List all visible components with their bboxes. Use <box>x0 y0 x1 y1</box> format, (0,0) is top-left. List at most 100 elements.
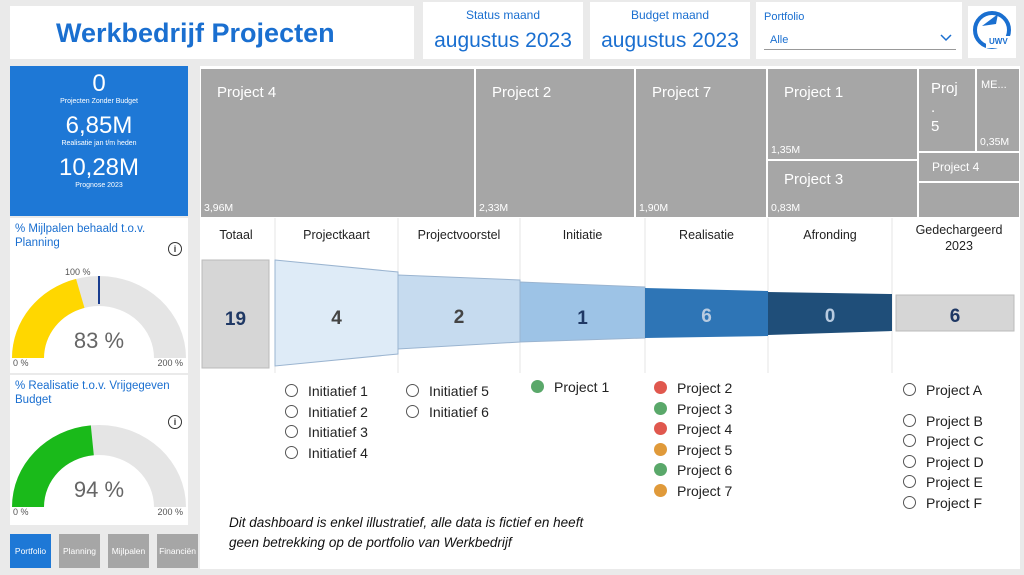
status-dot-icon <box>654 463 667 476</box>
list-item-label: Project 7 <box>677 483 733 499</box>
radio-circle-icon <box>903 475 916 488</box>
list-item[interactable]: Project D <box>903 454 984 470</box>
treemap-tile[interactable]: Project 1 1,35M <box>767 68 918 160</box>
list-item-label: Project B <box>926 413 983 429</box>
radio-circle-icon <box>285 405 298 418</box>
list-item[interactable]: Project 7 <box>654 483 732 499</box>
status-dot-icon <box>654 381 667 394</box>
list-item[interactable]: Project 2 <box>654 380 732 396</box>
treemap-tile[interactable]: Project 4 3,96M <box>200 68 475 218</box>
logo-text: UWV <box>989 37 1008 46</box>
list-item[interactable]: Project F <box>903 495 982 511</box>
list-item-label: Project 5 <box>677 442 733 458</box>
list-item-label: Initiatief 2 <box>308 404 368 420</box>
budget-month-label: Budget maand <box>630 8 710 22</box>
portfolio-dropdown[interactable]: Alle <box>764 30 956 50</box>
funnel-projectkaart-segment[interactable] <box>274 259 399 367</box>
treemap-tile-name: Project 4 <box>217 84 277 101</box>
portfolio-label: Portfolio <box>764 11 805 23</box>
treemap-tile[interactable]: Project 7 1,90M <box>635 68 767 218</box>
budget-month-card: Budget maand augustus 2023 <box>590 2 750 59</box>
list-item[interactable]: Project A <box>903 382 982 398</box>
list-item[interactable]: Project 3 <box>654 401 732 417</box>
treemap-tile[interactable]: Project 4 <box>918 152 1020 182</box>
list-item[interactable]: Initiatief 3 <box>285 424 368 440</box>
funnel-gedechargeerd-bar[interactable] <box>895 294 1015 332</box>
list-item-label: Project C <box>926 433 984 449</box>
list-item[interactable]: Project E <box>903 474 983 490</box>
list-item-label: Project 3 <box>677 401 733 417</box>
treemap-tile-value: 0,83M <box>771 202 801 214</box>
info-icon[interactable]: i <box>168 415 182 429</box>
nav-portfolio-button[interactable]: Portfolio <box>10 534 51 568</box>
treemap-tile-name: ME... <box>981 79 1007 91</box>
gauge-realisatie-card: % Realisatie t.o.v. Vrijgegeven Budget i… <box>10 375 188 525</box>
funnel-count-projectkaart: 4 <box>331 308 342 329</box>
list-item[interactable]: Project 5 <box>654 442 732 458</box>
gauge-realisatie-title: % Realisatie t.o.v. Vrijgegeven Budget <box>15 380 170 406</box>
status-dot-icon <box>654 402 667 415</box>
kpi-no-budget-value: 0 <box>92 70 106 97</box>
radio-circle-icon <box>903 496 916 509</box>
budget-month-value: augustus 2023 <box>601 29 739 52</box>
gauge-realisatie-value: 94 % <box>73 477 125 502</box>
stage-label-gedechargeerd: Gedechargeerd 2023 <box>915 223 1003 253</box>
treemap-tile[interactable]: Proj . 5 <box>918 68 976 152</box>
list-item[interactable]: Project 4 <box>654 421 732 437</box>
portfolio-selected-value: Alle <box>770 34 789 46</box>
kpi-realisatie-value: 6,85M <box>65 112 133 139</box>
treemap-tile[interactable]: Project 2 2,33M <box>475 68 635 218</box>
stage-label-projectvoorstel: Projectvoorstel <box>417 228 501 242</box>
dashboard-title: Werkbedrijf Projecten <box>56 18 335 48</box>
disclaimer-text: Dit dashboard is enkel illustratief, all… <box>229 513 583 553</box>
list-item-label: Initiatief 3 <box>308 424 368 440</box>
list-item-label: Project 1 <box>554 379 610 395</box>
treemap-tile-value: 2,33M <box>479 202 509 214</box>
radio-circle-icon <box>903 455 916 468</box>
radio-circle-icon <box>285 425 298 438</box>
list-item-label: Project A <box>926 382 983 398</box>
treemap-tile[interactable]: ME... 0,35M <box>976 68 1020 152</box>
funnel-afronding-segment[interactable] <box>768 292 892 335</box>
gauge-target-label: 100 % <box>65 267 91 277</box>
gauge-mijlpalen-value: 83 % <box>73 328 125 353</box>
funnel-totaal-bar[interactable] <box>201 259 270 369</box>
nav-financien-button[interactable]: Financiën <box>157 534 198 568</box>
treemap-tile-value: 1,35M <box>771 144 801 156</box>
funnel-realisatie-segment[interactable] <box>645 288 768 338</box>
disclaimer-line: Dit dashboard is enkel illustratief, all… <box>229 515 584 530</box>
funnel-count-totaal: 19 <box>224 309 247 330</box>
funnel-count-gedechargeerd: 6 <box>949 306 961 327</box>
list-item-label: Project 6 <box>677 462 733 478</box>
budget-treemap: Project 4 3,96M Project 2 2,33M Project … <box>200 66 1020 218</box>
list-item[interactable]: Project B <box>903 413 983 429</box>
list-item[interactable]: Initiatief 1 <box>285 383 368 399</box>
kpi-prognose-label: Prognose 2023 <box>75 182 123 189</box>
treemap-tile[interactable]: Project 3 0,83M <box>767 160 918 218</box>
list-item[interactable]: Project 6 <box>654 462 732 478</box>
gauge-mijlpalen-min: 0 % <box>13 358 29 368</box>
project-lists: Initiatief 1 Initiatief 2 Initiatief 3 I… <box>200 373 1020 569</box>
stage-label-afronding: Afronding <box>803 228 857 242</box>
funnel-count-initiatie: 1 <box>577 308 588 329</box>
gauge-mijlpalen-max: 200 % <box>157 358 183 368</box>
funnel-grid <box>201 218 1015 373</box>
list-item-label: Project D <box>926 454 984 470</box>
treemap-tile[interactable] <box>918 182 1020 218</box>
list-item[interactable]: Initiatief 4 <box>285 445 368 461</box>
treemap-tile-name: Project 2 <box>492 84 552 101</box>
list-item[interactable]: Project 1 <box>531 379 609 395</box>
list-item[interactable]: Project C <box>903 433 984 449</box>
list-item[interactable]: Initiatief 5 <box>406 383 489 399</box>
uwv-logo-icon <box>973 11 1014 49</box>
list-item[interactable]: Initiatief 6 <box>406 404 489 420</box>
nav-planning-button[interactable]: Planning <box>59 534 100 568</box>
stage-label-realisatie: Realisatie <box>679 228 734 242</box>
info-icon[interactable]: i <box>168 242 182 256</box>
list-item[interactable]: Initiatief 2 <box>285 404 368 420</box>
list-item-label: Initiatief 6 <box>429 404 489 420</box>
status-dot-icon <box>531 380 544 393</box>
radio-circle-icon <box>406 384 419 397</box>
nav-mijlpalen-button[interactable]: Mijlpalen <box>108 534 149 568</box>
kpi-no-budget-label: Projecten Zonder Budget <box>60 98 138 105</box>
